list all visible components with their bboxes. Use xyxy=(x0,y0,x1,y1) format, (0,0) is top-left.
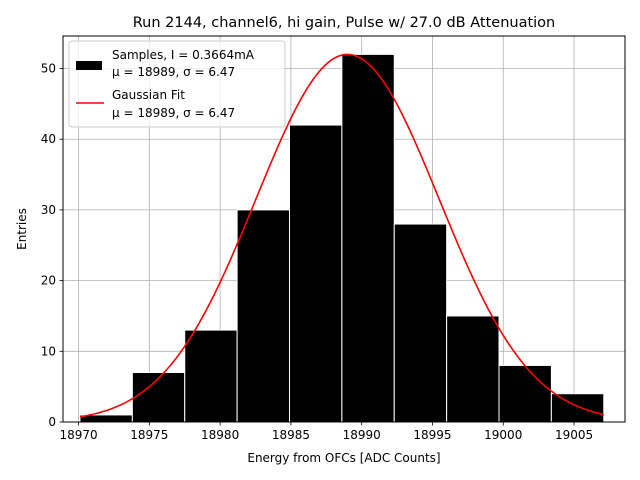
legend-box xyxy=(68,40,286,128)
histogram-bar xyxy=(131,372,186,423)
x-tick-label: 18970 xyxy=(59,428,97,442)
y-tick-label: 30 xyxy=(41,203,56,217)
legend-samples-line2: μ = 18989, σ = 6.47 xyxy=(112,65,235,79)
x-tick-label: 18975 xyxy=(130,428,168,442)
x-axis-label: Energy from OFCs [ADC Counts] xyxy=(247,451,440,465)
y-tick-label: 0 xyxy=(48,415,56,429)
histogram-bar xyxy=(236,209,290,423)
gaussian-fit-line xyxy=(79,53,604,418)
legend-samples-line1: Samples, I = 0.3664mA xyxy=(112,48,255,62)
histogram-bar xyxy=(550,393,605,423)
x-axis-ticks: 18970 18975 18980 18985 18990 18995 19000 19005 xyxy=(59,422,593,442)
legend-fit-line2: μ = 18989, σ = 6.47 xyxy=(112,106,235,120)
x-tick-label: 18990 xyxy=(343,428,381,442)
x-tick-label: 19005 xyxy=(555,428,593,442)
x-tick-label: 19000 xyxy=(484,428,522,442)
histogram-bar xyxy=(498,364,552,423)
legend-fit-line1: Gaussian Fit xyxy=(112,88,185,102)
x-tick-label: 18980 xyxy=(201,428,239,442)
x-tick-label: 18985 xyxy=(272,428,310,442)
legend-swatch-samples xyxy=(76,61,102,70)
y-axis-ticks: 0 10 20 30 40 50 xyxy=(41,62,63,429)
legend: Samples, I = 0.3664mA μ = 18989, σ = 6.4… xyxy=(68,40,286,128)
x-tick-label: 18995 xyxy=(413,428,451,442)
histogram-bars xyxy=(79,53,605,423)
y-tick-label: 40 xyxy=(41,132,56,146)
y-axis-label: Entries xyxy=(15,208,29,250)
plot-frame xyxy=(62,35,626,423)
histogram-bar xyxy=(184,329,238,423)
histogram-bar xyxy=(393,223,448,423)
histogram-bar xyxy=(446,315,500,423)
y-tick-label: 10 xyxy=(41,344,56,358)
y-tick-label: 20 xyxy=(41,274,56,288)
y-tick-label: 50 xyxy=(41,62,56,76)
chart-title: Run 2144, channel6, hi gain, Pulse w/ 27… xyxy=(133,15,556,31)
histogram-bar xyxy=(341,53,395,423)
histogram-bar xyxy=(288,124,343,423)
